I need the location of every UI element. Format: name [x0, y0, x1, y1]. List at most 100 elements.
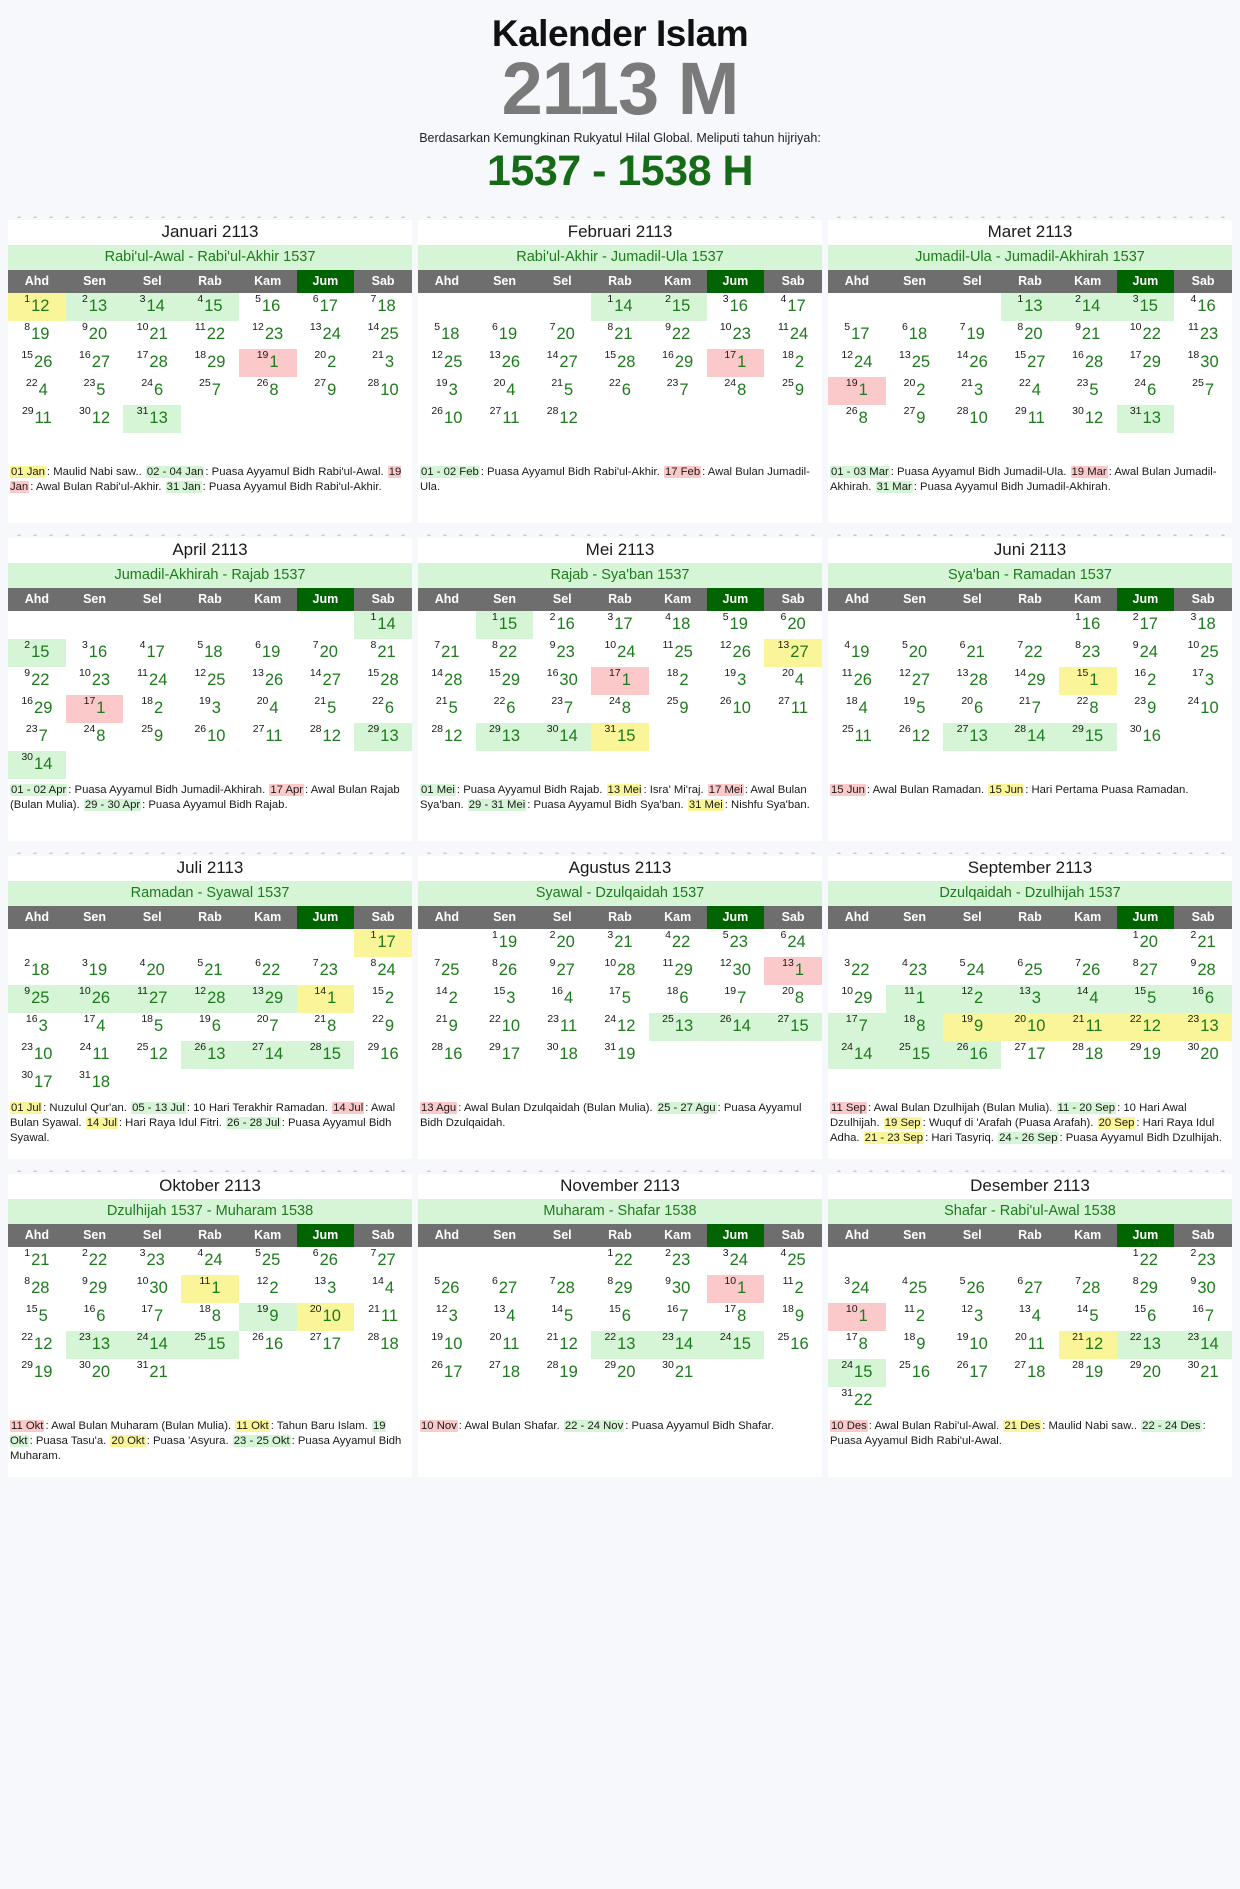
- calendar-day-cell[interactable]: 3118: [65, 1069, 124, 1098]
- calendar-day-cell[interactable]: 2911: [8, 405, 66, 434]
- calendar-day-cell[interactable]: 621: [943, 639, 1002, 668]
- calendar-day-cell[interactable]: 619: [475, 321, 534, 350]
- calendar-day-cell[interactable]: 415: [181, 293, 239, 322]
- calendar-day-cell[interactable]: 134: [475, 1303, 534, 1332]
- calendar-day-cell[interactable]: 188: [181, 1303, 239, 1332]
- calendar-day-cell[interactable]: 145: [533, 1303, 592, 1332]
- calendar-day-cell[interactable]: 2818: [354, 1331, 412, 1360]
- calendar-day-cell[interactable]: 216: [533, 611, 592, 640]
- calendar-day-cell[interactable]: 2810: [354, 377, 412, 406]
- calendar-day-cell[interactable]: 1124: [764, 321, 822, 350]
- calendar-day-cell[interactable]: 121: [8, 1247, 66, 1276]
- calendar-day-cell[interactable]: 519: [706, 611, 765, 640]
- calendar-day-cell[interactable]: 144: [354, 1275, 412, 1304]
- calendar-day-cell[interactable]: 921: [1058, 321, 1117, 350]
- calendar-day-cell[interactable]: 217: [1116, 611, 1175, 640]
- calendar-day-cell[interactable]: 417: [764, 293, 822, 322]
- calendar-day-cell[interactable]: 2610: [418, 405, 476, 434]
- calendar-day-cell[interactable]: 526: [943, 1275, 1002, 1304]
- calendar-day-cell[interactable]: 218: [8, 957, 66, 986]
- calendar-day-cell[interactable]: 2213: [591, 1331, 649, 1360]
- calendar-day-cell[interactable]: 166: [65, 1303, 124, 1332]
- calendar-day-cell[interactable]: 619: [238, 639, 297, 668]
- calendar-day-cell[interactable]: 2818: [1058, 1041, 1117, 1070]
- calendar-day-cell[interactable]: 3018: [533, 1041, 592, 1070]
- calendar-day-cell[interactable]: 2310: [8, 1041, 66, 1070]
- calendar-day-cell[interactable]: 925: [8, 985, 66, 1014]
- calendar-day-cell[interactable]: 318: [1174, 611, 1232, 640]
- calendar-day-cell[interactable]: 1224: [828, 349, 886, 378]
- calendar-day-cell[interactable]: 417: [123, 639, 182, 668]
- calendar-day-cell[interactable]: 2920: [1116, 1359, 1175, 1388]
- calendar-day-cell[interactable]: 316: [65, 639, 124, 668]
- calendar-day-cell[interactable]: 189: [885, 1331, 944, 1360]
- calendar-day-cell[interactable]: 1328: [943, 667, 1002, 696]
- calendar-day-cell[interactable]: 207: [238, 1013, 297, 1042]
- calendar-day-cell[interactable]: 1226: [706, 639, 765, 668]
- calendar-day-cell[interactable]: 517: [828, 321, 886, 350]
- calendar-day-cell[interactable]: 199: [238, 1303, 297, 1332]
- calendar-day-cell[interactable]: 189: [764, 1303, 822, 1332]
- calendar-day-cell[interactable]: 2616: [238, 1331, 297, 1360]
- calendar-day-cell[interactable]: 3122: [828, 1387, 886, 1416]
- calendar-day-cell[interactable]: 1028: [591, 957, 649, 986]
- calendar-day-cell[interactable]: 144: [1058, 985, 1117, 1014]
- calendar-day-cell[interactable]: 259: [764, 377, 822, 406]
- calendar-day-cell[interactable]: 930: [648, 1275, 707, 1304]
- calendar-day-cell[interactable]: 625: [1001, 957, 1059, 986]
- calendar-day-cell[interactable]: 1126: [828, 667, 886, 696]
- calendar-day-cell[interactable]: 924: [1116, 639, 1175, 668]
- calendar-day-cell[interactable]: 221: [1174, 929, 1232, 958]
- calendar-day-cell[interactable]: 196: [181, 1013, 239, 1042]
- calendar-day-cell[interactable]: 134: [1001, 1303, 1059, 1332]
- calendar-day-cell[interactable]: 618: [885, 321, 944, 350]
- calendar-day-cell[interactable]: 208: [764, 985, 822, 1014]
- calendar-day-cell[interactable]: 2913: [475, 723, 534, 752]
- calendar-day-cell[interactable]: 929: [65, 1275, 124, 1304]
- calendar-day-cell[interactable]: 2916: [354, 1041, 412, 1070]
- calendar-day-cell[interactable]: 218: [296, 1013, 355, 1042]
- calendar-day-cell[interactable]: 113: [1001, 293, 1059, 322]
- calendar-day-cell[interactable]: 624: [764, 929, 822, 958]
- calendar-day-cell[interactable]: 524: [943, 957, 1002, 986]
- calendar-day-cell[interactable]: 142: [418, 985, 476, 1014]
- calendar-day-cell[interactable]: 627: [475, 1275, 534, 1304]
- calendar-day-cell[interactable]: 2717: [296, 1331, 355, 1360]
- calendar-day-cell[interactable]: 112: [885, 1303, 944, 1332]
- calendar-day-cell[interactable]: 1225: [181, 667, 239, 696]
- calendar-day-cell[interactable]: 314: [123, 293, 182, 322]
- calendar-day-cell[interactable]: 111: [181, 1275, 239, 1304]
- calendar-day-cell[interactable]: 2711: [475, 405, 534, 434]
- calendar-day-cell[interactable]: 627: [1001, 1275, 1059, 1304]
- calendar-day-cell[interactable]: 3021: [648, 1359, 707, 1388]
- calendar-day-cell[interactable]: 175: [591, 985, 649, 1014]
- calendar-day-cell[interactable]: 2919: [1116, 1041, 1175, 1070]
- calendar-day-cell[interactable]: 114: [354, 611, 412, 640]
- calendar-day-cell[interactable]: 1526: [8, 349, 66, 378]
- calendar-day-cell[interactable]: 3016: [1116, 723, 1175, 752]
- calendar-day-cell[interactable]: 1225: [418, 349, 476, 378]
- calendar-day-cell[interactable]: 101: [828, 1303, 886, 1332]
- calendar-day-cell[interactable]: 1325: [885, 349, 944, 378]
- calendar-day-cell[interactable]: 1023: [65, 667, 124, 696]
- calendar-day-cell[interactable]: 821: [354, 639, 412, 668]
- calendar-day-cell[interactable]: 2812: [418, 723, 476, 752]
- calendar-day-cell[interactable]: 112: [764, 1275, 822, 1304]
- calendar-day-cell[interactable]: 424: [181, 1247, 239, 1276]
- calendar-day-cell[interactable]: 1326: [475, 349, 534, 378]
- calendar-day-cell[interactable]: 1426: [943, 349, 1002, 378]
- calendar-day-cell[interactable]: 2314: [1174, 1331, 1232, 1360]
- calendar-day-cell[interactable]: 2812: [533, 405, 592, 434]
- calendar-day-cell[interactable]: 2613: [181, 1041, 239, 1070]
- calendar-day-cell[interactable]: 2614: [706, 1013, 765, 1042]
- calendar-day-cell[interactable]: 2515: [181, 1331, 239, 1360]
- calendar-day-cell[interactable]: 1324: [296, 321, 355, 350]
- calendar-day-cell[interactable]: 171: [591, 667, 649, 696]
- calendar-day-cell[interactable]: 2412: [591, 1013, 649, 1042]
- calendar-day-cell[interactable]: 930: [1174, 1275, 1232, 1304]
- calendar-day-cell[interactable]: 199: [943, 1013, 1002, 1042]
- calendar-day-cell[interactable]: 115: [475, 611, 534, 640]
- calendar-day-cell[interactable]: 123: [418, 1303, 476, 1332]
- calendar-day-cell[interactable]: 927: [533, 957, 592, 986]
- calendar-day-cell[interactable]: 725: [418, 957, 476, 986]
